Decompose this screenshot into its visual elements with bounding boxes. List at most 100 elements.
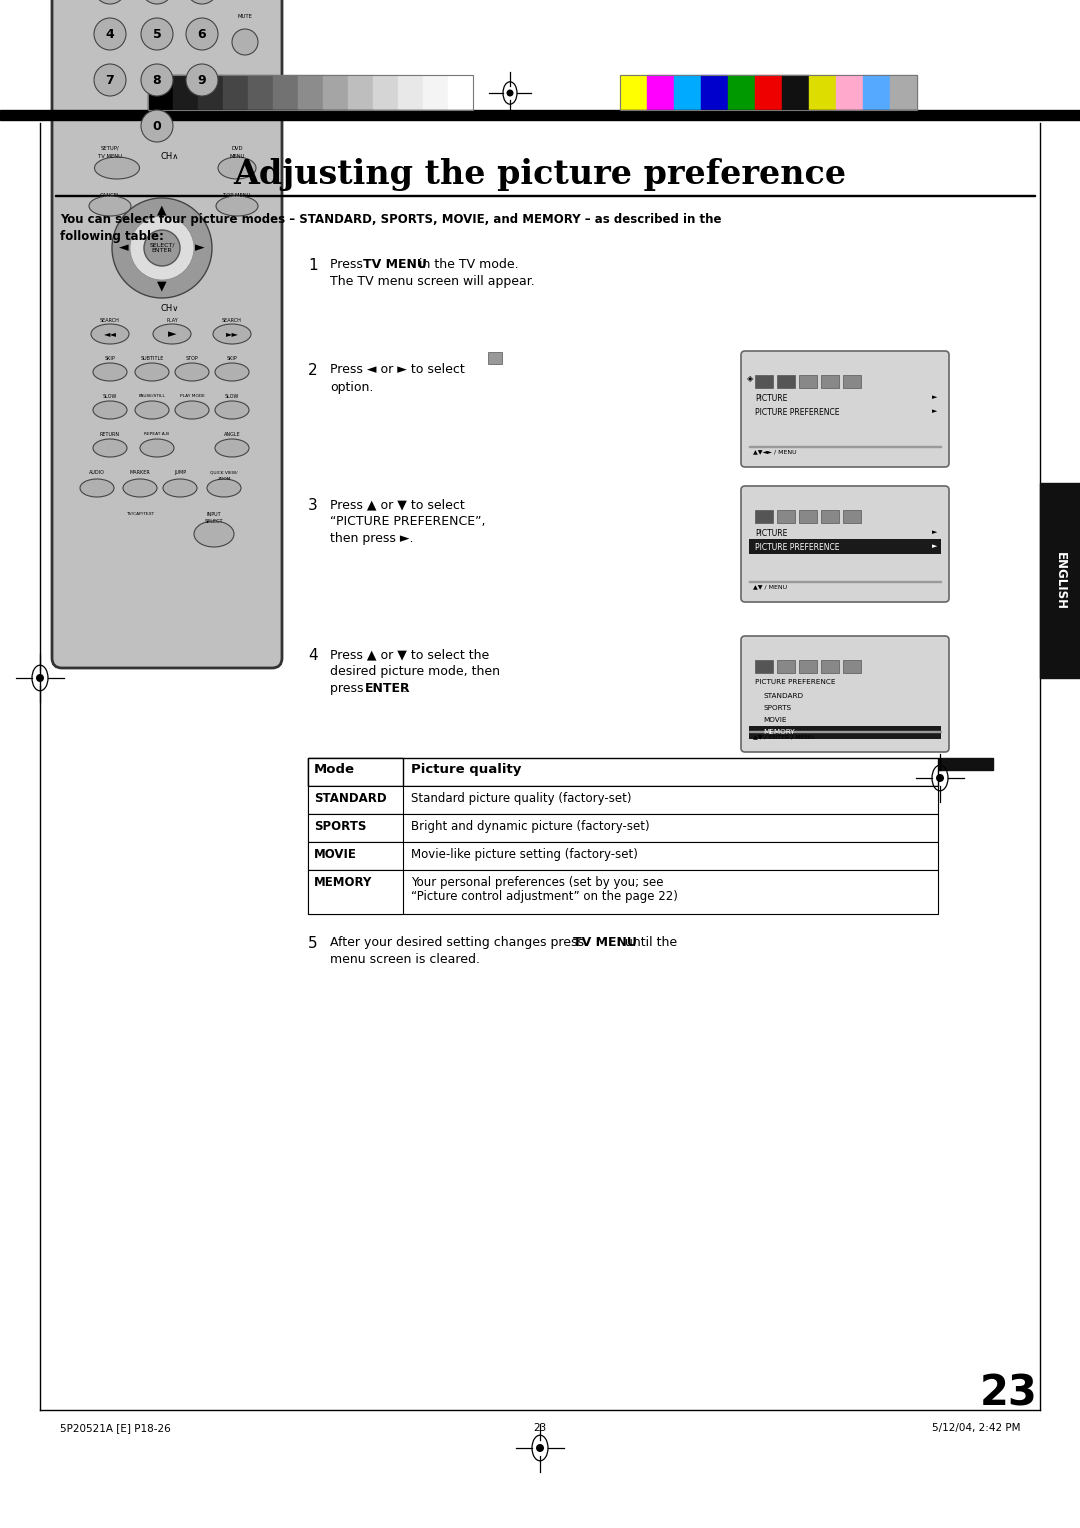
Text: TV MENU: TV MENU <box>363 258 427 270</box>
Bar <box>809 75 836 110</box>
Circle shape <box>507 90 513 96</box>
Text: .: . <box>403 681 407 695</box>
Bar <box>843 374 861 388</box>
Text: 5P20521A [E] P18-26: 5P20521A [E] P18-26 <box>60 1423 171 1433</box>
Ellipse shape <box>213 324 251 344</box>
Bar <box>323 75 348 110</box>
Text: ▲▼ / ENTER / MENU: ▲▼ / ENTER / MENU <box>753 733 814 740</box>
Bar <box>777 660 795 672</box>
Text: 6: 6 <box>198 28 206 41</box>
Ellipse shape <box>123 478 157 497</box>
Text: SPORTS: SPORTS <box>762 704 792 711</box>
Bar <box>198 75 222 110</box>
Bar <box>799 374 816 388</box>
Text: SKIP: SKIP <box>105 356 116 361</box>
Bar <box>373 75 399 110</box>
Text: then press ►.: then press ►. <box>330 532 414 545</box>
Ellipse shape <box>194 521 234 547</box>
Text: SEARCH: SEARCH <box>100 318 120 322</box>
Text: SKIP: SKIP <box>227 356 238 361</box>
Text: REPEAT A-B: REPEAT A-B <box>145 432 170 435</box>
FancyBboxPatch shape <box>52 0 282 668</box>
Text: The TV menu screen will appear.: The TV menu screen will appear. <box>330 275 535 287</box>
Text: PICTURE: PICTURE <box>755 529 787 538</box>
Bar <box>308 842 939 869</box>
Bar <box>308 869 939 914</box>
Text: ◈: ◈ <box>746 374 753 384</box>
Bar <box>448 75 473 110</box>
Bar <box>647 75 674 110</box>
Text: in the TV mode.: in the TV mode. <box>415 258 518 270</box>
Bar <box>821 660 839 672</box>
Text: PICTURE PREFERENCE: PICTURE PREFERENCE <box>755 408 839 417</box>
Bar <box>308 869 403 914</box>
Bar <box>755 660 773 672</box>
Bar <box>620 75 917 110</box>
Circle shape <box>232 29 258 55</box>
Text: ENGLISH: ENGLISH <box>1053 552 1067 610</box>
Circle shape <box>141 18 173 50</box>
Text: SLOW: SLOW <box>225 394 239 399</box>
Text: 3: 3 <box>308 498 318 513</box>
Bar <box>939 758 993 770</box>
Text: Bright and dynamic picture (factory-set): Bright and dynamic picture (factory-set) <box>411 821 650 833</box>
Text: PLAY MODE: PLAY MODE <box>179 394 204 397</box>
Bar <box>843 510 861 523</box>
Bar <box>308 758 939 785</box>
Ellipse shape <box>207 478 241 497</box>
Text: ANGLE: ANGLE <box>224 432 241 437</box>
Ellipse shape <box>218 157 256 179</box>
Ellipse shape <box>153 324 191 344</box>
Text: PICTURE PREFERENCE: PICTURE PREFERENCE <box>755 678 836 685</box>
Bar <box>863 75 890 110</box>
Bar <box>298 75 323 110</box>
Text: SEARCH: SEARCH <box>222 318 242 322</box>
Bar <box>782 75 809 110</box>
Text: MEMORY: MEMORY <box>314 876 373 889</box>
Text: TV MENU: TV MENU <box>573 937 637 949</box>
Bar <box>488 351 502 364</box>
Ellipse shape <box>95 157 139 179</box>
Text: 5: 5 <box>308 937 318 950</box>
Circle shape <box>186 0 218 5</box>
Bar <box>821 374 839 388</box>
Text: PLAY: PLAY <box>166 318 178 322</box>
Text: 23: 23 <box>534 1423 546 1433</box>
Ellipse shape <box>215 400 249 419</box>
Bar <box>843 660 861 672</box>
Bar <box>777 510 795 523</box>
Bar <box>423 75 448 110</box>
Text: 23: 23 <box>981 1374 1038 1415</box>
Text: JUMP: JUMP <box>174 471 186 475</box>
Text: 8: 8 <box>152 73 161 87</box>
Bar <box>273 75 298 110</box>
Ellipse shape <box>135 400 168 419</box>
Text: SETUP/: SETUP/ <box>100 147 119 151</box>
Text: MEMORY: MEMORY <box>762 729 795 735</box>
Ellipse shape <box>216 196 258 215</box>
Text: TV/CAP/TEXT: TV/CAP/TEXT <box>126 512 154 516</box>
Text: ►: ► <box>195 241 205 255</box>
Circle shape <box>130 215 194 280</box>
Circle shape <box>36 674 44 681</box>
Text: AUDIO: AUDIO <box>89 471 105 475</box>
Text: SLEEP: SLEEP <box>149 104 165 108</box>
Circle shape <box>186 64 218 96</box>
Text: ▼: ▼ <box>158 280 166 292</box>
Ellipse shape <box>163 478 197 497</box>
Bar <box>399 75 423 110</box>
Circle shape <box>536 1444 544 1452</box>
Text: ZOOM: ZOOM <box>217 477 231 481</box>
Bar <box>348 75 373 110</box>
FancyBboxPatch shape <box>741 636 949 752</box>
Text: menu screen is cleared.: menu screen is cleared. <box>330 953 480 966</box>
Text: TOP MENU: TOP MENU <box>224 193 251 199</box>
Text: MENU: MENU <box>229 154 245 159</box>
Bar <box>755 374 773 388</box>
Circle shape <box>936 775 944 782</box>
Text: RETURN: RETURN <box>100 432 120 437</box>
Text: 9: 9 <box>198 73 206 87</box>
Text: MUTE: MUTE <box>238 14 253 18</box>
Circle shape <box>94 64 126 96</box>
Bar <box>308 758 403 785</box>
